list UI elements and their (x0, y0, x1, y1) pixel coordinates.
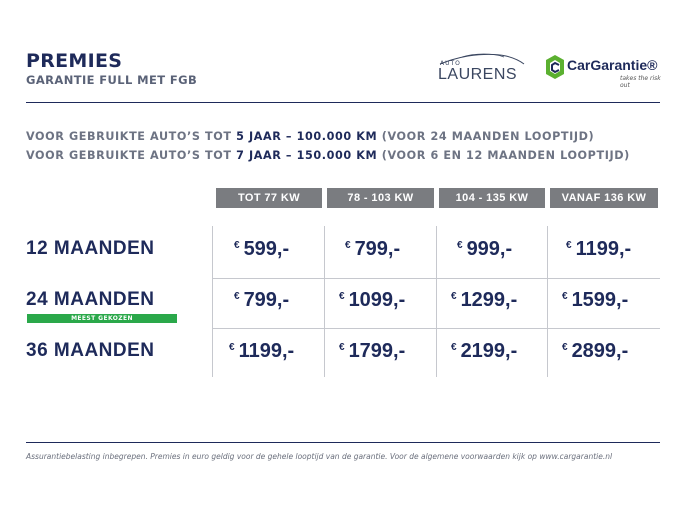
column-header-tot-77-kw: TOT 77 KW (216, 188, 322, 208)
table-divider (436, 226, 437, 377)
condition-line-2: VOOR GEBRUIKTE AUTO’S TOT 7 JAAR – 150.0… (26, 149, 630, 162)
page-subtitle: GARANTIE FULL MET FGB (26, 73, 198, 87)
logo-auto-text: AUTO (440, 60, 461, 67)
price-cell: €799,- (234, 289, 290, 311)
logo-laurens-text: LAURENS (438, 66, 518, 83)
logo-cargarantie-text: CarGarantie® (567, 57, 658, 73)
table-divider (212, 328, 660, 329)
column-header-104-135-kw: 104 - 135 KW (439, 188, 545, 208)
price-cell: €1599,- (562, 289, 629, 311)
price-cell: €2899,- (562, 340, 629, 362)
meest-gekozen-badge: MEEST GEKOZEN (27, 314, 177, 323)
cargarantie-mark-icon (546, 55, 564, 79)
table-divider (547, 226, 548, 377)
condition-line-1: VOOR GEBRUIKTE AUTO’S TOT 5 JAAR – 100.0… (26, 130, 595, 143)
header-divider (26, 102, 660, 103)
table-divider (212, 278, 660, 279)
auto-laurens-logo: AUTO LAURENS (438, 52, 526, 86)
price-cell: €1299,- (451, 289, 518, 311)
price-cell: €599,- (234, 238, 290, 260)
car-silhouette-icon (439, 53, 525, 65)
price-cell: €1799,- (339, 340, 406, 362)
price-cell: €1199,- (566, 238, 632, 260)
price-cell: €999,- (457, 238, 513, 260)
price-cell: €1199,- (229, 340, 295, 362)
cargarantie-logo: CarGarantie® takes the risk out (545, 54, 665, 89)
table-divider (324, 226, 325, 377)
row-label-24-maanden: 24 MAANDEN (26, 289, 155, 310)
logo-cargarantie-tagline: takes the risk out (620, 75, 661, 89)
price-cell: €1099,- (339, 289, 406, 311)
column-header-78-103-kw: 78 - 103 KW (327, 188, 434, 208)
footer-divider (26, 442, 660, 443)
price-cell: €2199,- (451, 340, 518, 362)
page-title: PREMIES (26, 50, 123, 72)
price-cell: €799,- (345, 238, 401, 260)
row-label-36-maanden: 36 MAANDEN (26, 340, 155, 361)
footer-disclaimer: Assurantiebelasting inbegrepen. Premies … (26, 452, 613, 461)
column-header-vanaf-136-kw: VANAF 136 KW (550, 188, 658, 208)
table-divider (212, 226, 213, 377)
row-label-12-maanden: 12 MAANDEN (26, 238, 155, 259)
